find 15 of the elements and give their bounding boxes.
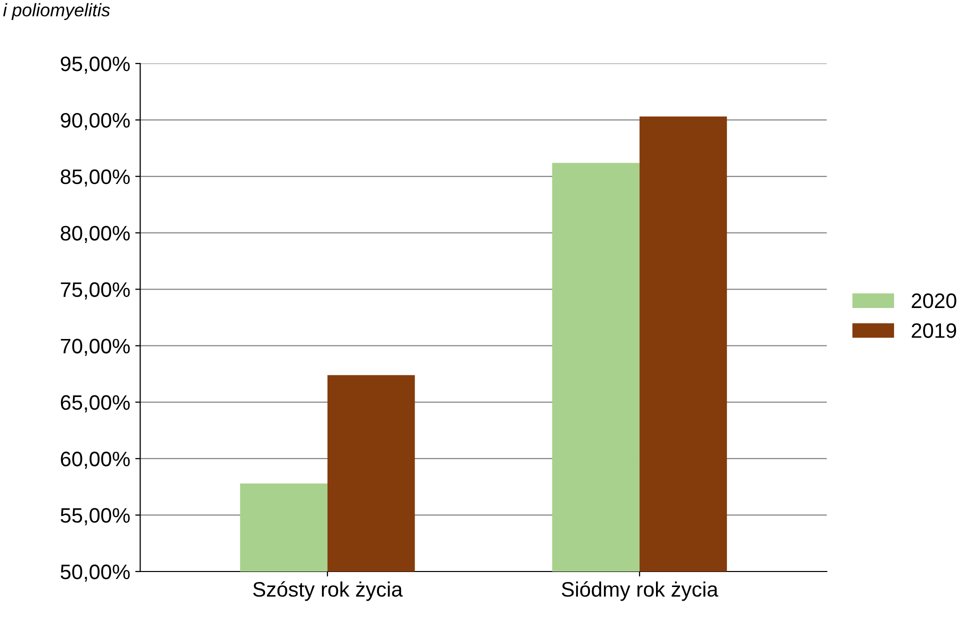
y-tick-label: 70,00% [60,338,130,356]
legend-label: 2020 [912,293,956,308]
y-tick-label: 65,00% [60,395,130,412]
x-tick-label: Szósty rok życia [253,581,403,601]
y-tick-label: 60,00% [60,452,130,469]
y-tick-label: 75,00% [60,282,130,300]
y-tick-label: 90,00% [60,112,130,130]
y-tick-label: 50,00% [60,564,130,582]
y-tick-label: 95,00% [60,56,130,74]
legend-label: 2019 [912,323,956,338]
x-tick-label: Siódmy rok życia [562,581,718,601]
y-tick-label: 55,00% [60,508,130,526]
y-tick-label: 80,00% [60,226,130,244]
chart-title: i poliomyelitis [3,3,110,20]
y-tick-label: 85,00% [60,169,130,187]
